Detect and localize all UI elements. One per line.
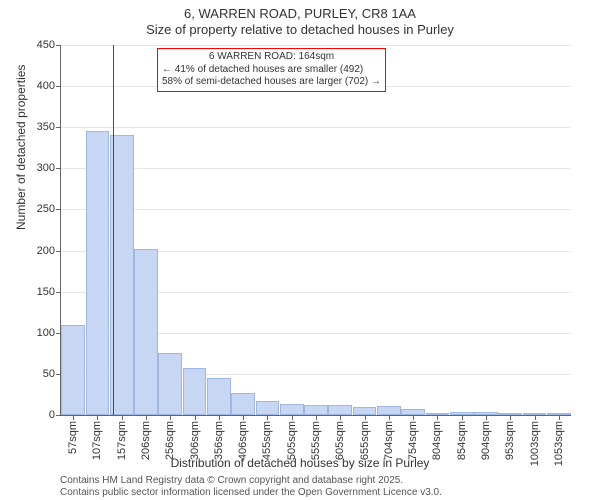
- footer-copyright: Contains HM Land Registry data © Crown c…: [60, 475, 403, 486]
- histogram-bar: [377, 406, 401, 415]
- histogram-bar: [256, 401, 280, 415]
- y-tick-label: 450: [37, 39, 55, 51]
- x-tick-mark: [170, 415, 171, 420]
- x-tick-mark: [413, 415, 414, 420]
- y-tick-mark: [56, 251, 61, 252]
- annotation-line: ← 41% of detached houses are smaller (49…: [162, 64, 381, 77]
- gridline-h: [61, 45, 571, 46]
- x-tick-mark: [97, 415, 98, 420]
- x-tick-label: 904sqm: [480, 421, 492, 460]
- x-tick-label: 555sqm: [310, 421, 322, 460]
- chart-title-main: 6, WARREN ROAD, PURLEY, CR8 1AA: [0, 6, 600, 22]
- y-tick-mark: [56, 209, 61, 210]
- x-tick-mark: [316, 415, 317, 420]
- histogram-bar: [231, 393, 255, 415]
- x-tick-mark: [365, 415, 366, 420]
- x-tick-mark: [462, 415, 463, 420]
- y-tick-label: 250: [37, 203, 55, 215]
- annotation-box: 6 WARREN ROAD: 164sqm← 41% of detached h…: [157, 48, 386, 92]
- y-tick-label: 0: [49, 409, 55, 421]
- x-tick-label: 157sqm: [116, 421, 128, 460]
- histogram-bar: [353, 407, 377, 415]
- marker-line: [113, 45, 114, 415]
- x-tick-mark: [73, 415, 74, 420]
- x-tick-label: 754sqm: [407, 421, 419, 460]
- x-tick-mark: [389, 415, 390, 420]
- histogram-bar: [328, 405, 352, 415]
- histogram-bar: [86, 131, 110, 415]
- x-tick-label: 953sqm: [504, 421, 516, 460]
- x-tick-mark: [122, 415, 123, 420]
- x-tick-label: 306sqm: [189, 421, 201, 460]
- x-tick-label: 655sqm: [359, 421, 371, 460]
- footer-licence: Contains public sector information licen…: [60, 487, 442, 498]
- x-tick-mark: [292, 415, 293, 420]
- x-tick-mark: [559, 415, 560, 420]
- x-tick-mark: [340, 415, 341, 420]
- histogram-bar: [280, 404, 304, 415]
- y-tick-label: 100: [37, 327, 55, 339]
- y-tick-mark: [56, 127, 61, 128]
- x-tick-label: 605sqm: [334, 421, 346, 460]
- x-tick-label: 256sqm: [164, 421, 176, 460]
- gridline-h: [61, 209, 571, 210]
- chart-container: 6, WARREN ROAD, PURLEY, CR8 1AA Size of …: [0, 0, 600, 500]
- x-tick-label: 505sqm: [286, 421, 298, 460]
- y-tick-mark: [56, 415, 61, 416]
- x-tick-label: 804sqm: [431, 421, 443, 460]
- y-tick-mark: [56, 86, 61, 87]
- x-tick-label: 455sqm: [261, 421, 273, 460]
- y-tick-label: 50: [43, 368, 55, 380]
- x-tick-mark: [535, 415, 536, 420]
- x-tick-mark: [510, 415, 511, 420]
- y-tick-label: 350: [37, 121, 55, 133]
- chart-title-sub: Size of property relative to detached ho…: [0, 22, 600, 38]
- x-tick-mark: [437, 415, 438, 420]
- histogram-bar: [158, 353, 182, 415]
- x-tick-label: 206sqm: [140, 421, 152, 460]
- y-tick-label: 300: [37, 162, 55, 174]
- y-tick-label: 200: [37, 245, 55, 257]
- x-tick-mark: [243, 415, 244, 420]
- x-tick-mark: [219, 415, 220, 420]
- y-axis-title: Number of detached properties: [14, 65, 28, 230]
- x-tick-label: 704sqm: [383, 421, 395, 460]
- annotation-line: 58% of semi-detached houses are larger (…: [162, 76, 381, 89]
- y-tick-label: 400: [37, 80, 55, 92]
- x-tick-mark: [486, 415, 487, 420]
- x-tick-label: 854sqm: [456, 421, 468, 460]
- x-tick-mark: [267, 415, 268, 420]
- x-axis-title: Distribution of detached houses by size …: [0, 456, 600, 470]
- gridline-h: [61, 127, 571, 128]
- x-tick-label: 406sqm: [237, 421, 249, 460]
- annotation-line: 6 WARREN ROAD: 164sqm: [162, 51, 381, 64]
- plot-area: 05010015020025030035040045057sqm107sqm15…: [60, 45, 571, 416]
- x-tick-label: 356sqm: [213, 421, 225, 460]
- chart-title-block: 6, WARREN ROAD, PURLEY, CR8 1AA Size of …: [0, 6, 600, 39]
- histogram-bar: [183, 368, 207, 415]
- histogram-bar: [61, 325, 85, 415]
- y-tick-mark: [56, 168, 61, 169]
- x-tick-label: 107sqm: [91, 421, 103, 460]
- y-tick-mark: [56, 292, 61, 293]
- y-tick-label: 150: [37, 286, 55, 298]
- histogram-bar: [304, 405, 328, 415]
- x-tick-mark: [146, 415, 147, 420]
- histogram-bar: [134, 249, 158, 415]
- gridline-h: [61, 168, 571, 169]
- y-tick-mark: [56, 45, 61, 46]
- histogram-bar: [207, 378, 231, 415]
- x-tick-label: 57sqm: [67, 421, 79, 454]
- x-tick-mark: [195, 415, 196, 420]
